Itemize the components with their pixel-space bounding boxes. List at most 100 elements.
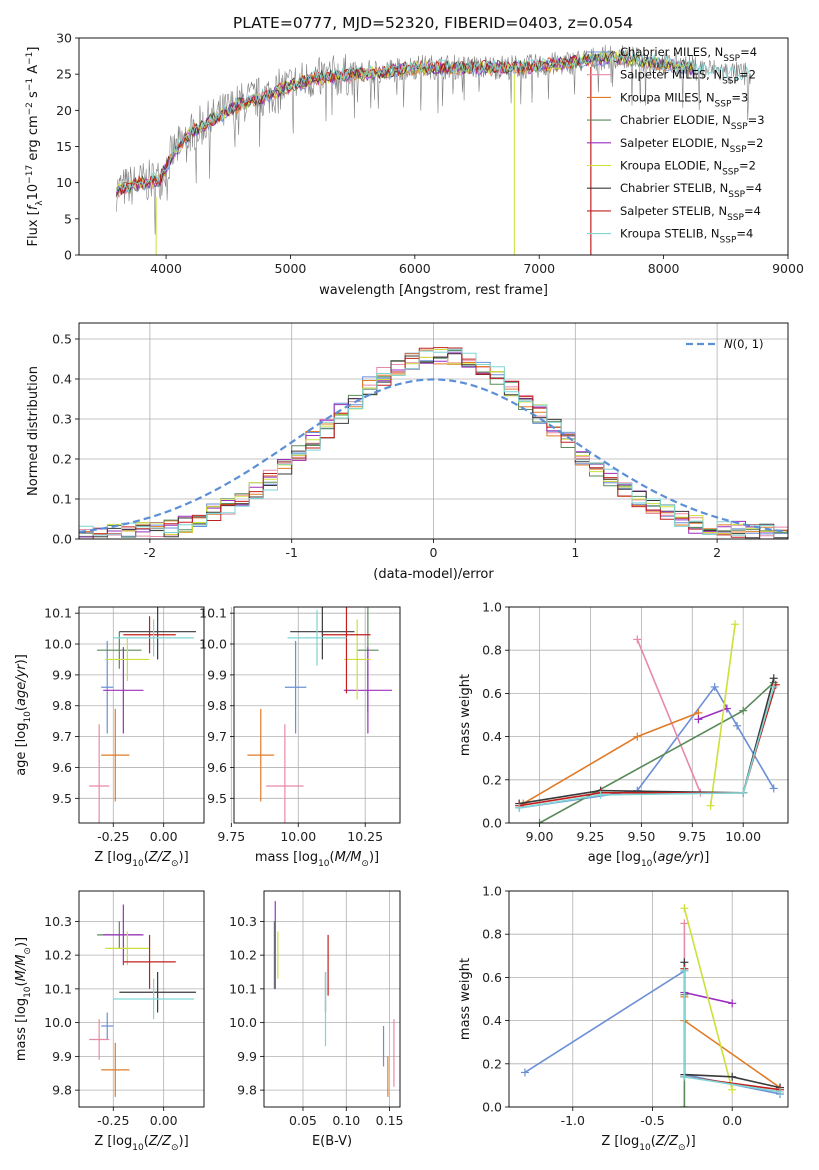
errorbar-point bbox=[284, 640, 307, 734]
residual-histogram bbox=[79, 347, 788, 539]
x-tick-label: -0.25 bbox=[97, 1113, 129, 1128]
legend: N(0, 1) bbox=[686, 337, 764, 351]
plus-marker bbox=[733, 721, 742, 730]
y-tick-label: 0.2 bbox=[52, 452, 72, 467]
errorbar-point bbox=[266, 724, 304, 823]
y-axis-label: Normed distribution bbox=[26, 366, 41, 496]
plus-marker bbox=[680, 966, 689, 975]
x-tick-label: 9.00 bbox=[526, 829, 554, 844]
model-spectrum-line bbox=[116, 50, 751, 193]
errorbar-point bbox=[103, 647, 144, 734]
errorbar-point bbox=[105, 931, 150, 966]
y-tick-label: 0.3 bbox=[52, 412, 72, 427]
y-tick-label: 9.9 bbox=[52, 1049, 72, 1064]
errorbar-point bbox=[119, 607, 196, 660]
y-tick-label: 10.0 bbox=[44, 1015, 72, 1030]
y-tick-label: 0.0 bbox=[482, 816, 502, 831]
errorbar-point bbox=[97, 631, 142, 669]
mass-weight-line bbox=[683, 908, 733, 1090]
x-tick-label: 10.25 bbox=[347, 829, 383, 844]
legend-entry: Chabrier MILES, NSSP=4 bbox=[620, 45, 757, 64]
panel-spectrum: 4000 5000 6000 7000 8000 9000 0 5 10 15 20 25 30 wave… bbox=[25, 31, 804, 299]
panel-mass_vs_EBV: 0.05 0.10 0.15 9.8 9.9 10.0 10.1 10.2 10.3 E(B-V) bbox=[229, 890, 404, 1149]
panel-age_vs_Z: -0.25 0.00 9.5 9.6 9.7 9.8 9.9 10.0 10.1 Z [log10… bbox=[14, 606, 205, 869]
errorbar-point bbox=[113, 619, 194, 657]
x-tick-label: -1.0 bbox=[561, 1113, 585, 1128]
y-tick-label: 9.7 bbox=[52, 729, 72, 744]
plot-area bbox=[89, 904, 196, 1097]
legend-entry: Salpeter STELIB, NSSP=4 bbox=[620, 204, 761, 223]
x-tick-label: 0.00 bbox=[150, 829, 178, 844]
y-tick-label: 9.9 bbox=[52, 667, 72, 682]
axes-frame bbox=[263, 890, 401, 1108]
x-tick-label: 6000 bbox=[399, 261, 431, 276]
y-tick-label: 9.6 bbox=[207, 760, 227, 775]
axes-frame bbox=[508, 890, 789, 1108]
plus-marker bbox=[728, 1072, 737, 1081]
legend-entry: Kroupa MILES, NSSP=3 bbox=[620, 90, 748, 109]
plot-area bbox=[515, 620, 780, 823]
residual-histogram bbox=[79, 348, 788, 539]
errorbar-point bbox=[101, 708, 130, 802]
errorbar-point bbox=[101, 1042, 130, 1097]
panel-mass_vs_Z: -0.25 0.00 9.8 9.9 10.0 10.1 10.2 10.3 Z [log10(… bbox=[14, 890, 205, 1153]
errorbar-point bbox=[119, 972, 196, 1013]
x-axis-label: mass [log10(M/M⊙)] bbox=[255, 850, 379, 869]
errorbar-point bbox=[290, 607, 355, 660]
panel-residuals: -2 -1 0 1 2 0.0 0.1 0.2 0.3 0.4 0.5 (data-model)/er… bbox=[26, 322, 789, 582]
y-tick-label: 10.1 bbox=[44, 606, 72, 621]
panel-weight_vs_Z: -1.0 -0.5 0.0 0.0 0.2 0.4 0.6 0.8 1.0 Z [log10(Z/… bbox=[458, 884, 789, 1153]
mass-weight-line bbox=[539, 682, 775, 823]
plus-marker bbox=[769, 784, 778, 793]
mass-weight-line bbox=[709, 624, 736, 806]
x-tick-label: 7000 bbox=[523, 261, 555, 276]
figure-title: PLATE=0777, MJD=52320, FIBERID=0403, z=0… bbox=[233, 14, 633, 32]
axes-frame bbox=[508, 606, 789, 824]
x-tick-label: 2 bbox=[713, 545, 721, 560]
y-tick-label: 9.8 bbox=[52, 1083, 72, 1098]
x-axis-label: (data-model)/error bbox=[373, 567, 494, 582]
legend-entry: Salpeter ELODIE, NSSP=2 bbox=[620, 136, 763, 155]
errorbar-point bbox=[343, 619, 371, 700]
y-tick-label: 0.5 bbox=[52, 332, 72, 347]
legend: Chabrier MILES, NSSP=4 Salpeter MILES, NS… bbox=[587, 45, 765, 246]
x-axis-label: wavelength [Angstrom, rest frame] bbox=[319, 283, 548, 298]
x-axis-label: age [log10(age/yr)] bbox=[588, 850, 710, 869]
x-tick-label: 10.00 bbox=[725, 829, 761, 844]
y-tick-label: 5 bbox=[64, 211, 72, 226]
panel-weight_vs_age: 9.00 9.25 9.50 9.75 10.00 0.0 0.2 0.4 0.6 0.8 1.0 a… bbox=[458, 600, 789, 869]
plus-marker bbox=[520, 1068, 529, 1077]
plus-marker bbox=[706, 801, 715, 810]
y-tick-label: 0.6 bbox=[482, 686, 502, 701]
normal-curve bbox=[79, 378, 788, 534]
mass-weight-line bbox=[519, 678, 775, 805]
y-axis-label: age [log10(age/yr)] bbox=[14, 654, 33, 776]
axes-frame bbox=[233, 606, 401, 824]
y-tick-label: 0 bbox=[64, 248, 72, 263]
y-tick-label: 10.0 bbox=[199, 637, 227, 652]
y-tick-label: 10.3 bbox=[44, 914, 72, 929]
y-tick-label: 0.8 bbox=[482, 927, 502, 942]
plus-marker bbox=[535, 819, 544, 823]
x-tick-label: 5000 bbox=[275, 261, 307, 276]
y-tick-label: 0.0 bbox=[52, 532, 72, 547]
legend-entry: N(0, 1) bbox=[724, 337, 764, 351]
x-tick-label: 10.00 bbox=[280, 829, 316, 844]
legend-entry: Chabrier STELIB, NSSP=4 bbox=[620, 181, 762, 200]
mass-weight-line bbox=[519, 685, 775, 809]
y-tick-label: 20 bbox=[56, 103, 72, 118]
plot-area bbox=[273, 901, 395, 1097]
axes-frame bbox=[78, 890, 205, 1108]
plus-marker bbox=[739, 788, 748, 797]
plot-area bbox=[79, 347, 788, 539]
y-tick-label: 9.7 bbox=[207, 729, 227, 744]
legend-entry: Kroupa ELODIE, NSSP=2 bbox=[620, 159, 756, 178]
x-tick-label: 0.10 bbox=[332, 1113, 360, 1128]
mass-weight-line bbox=[636, 639, 702, 794]
plus-marker bbox=[769, 674, 778, 683]
plus-marker bbox=[596, 790, 605, 799]
y-tick-label: 1.0 bbox=[482, 884, 502, 899]
y-tick-label: 10.1 bbox=[199, 606, 227, 621]
plus-marker bbox=[680, 919, 689, 928]
